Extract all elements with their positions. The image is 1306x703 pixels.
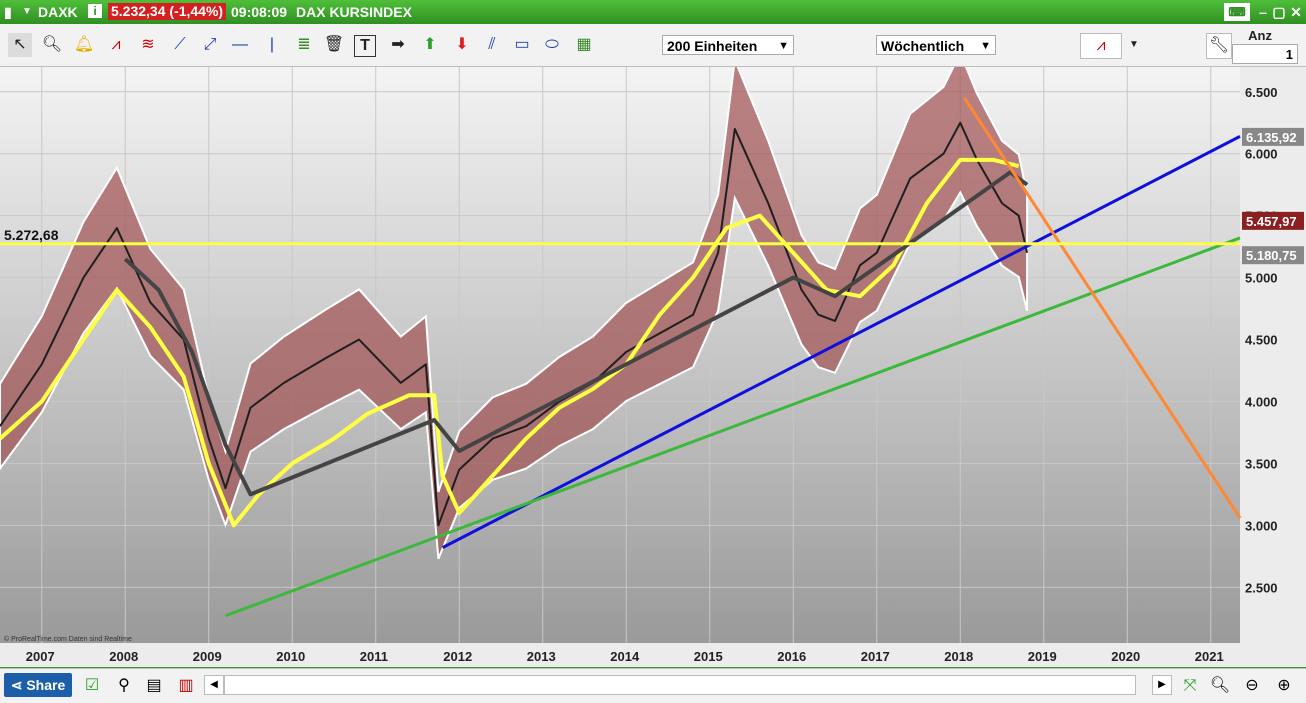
series-line-2: [123, 170, 1029, 497]
chevron-down-icon[interactable]: ▼: [1129, 39, 1139, 50]
y-tick-label: 6.500: [1245, 85, 1278, 100]
scroll-left-button[interactable]: ◀: [204, 675, 224, 695]
gann-icon[interactable]: ▦: [576, 36, 592, 53]
channel-icon[interactable]: ≋: [141, 36, 155, 53]
chevron-down-icon[interactable]: ▼: [22, 6, 32, 17]
autoscale-icon[interactable]: ⤧: [1183, 677, 1197, 694]
trendline-1: [224, 236, 1241, 618]
x-tick-label: 2015: [694, 649, 723, 664]
restore-icon[interactable]: ▢: [1272, 4, 1286, 20]
keyboard-icon[interactable]: ⌨: [1224, 3, 1250, 21]
anz-input[interactable]: 1: [1232, 44, 1298, 64]
price-change-badge: 5.232,34 (-1,44%): [108, 3, 227, 20]
x-tick-label: 2021: [1195, 649, 1224, 664]
chevron-down-icon: ▼: [778, 40, 789, 52]
symbol-label[interactable]: DAXK: [38, 4, 78, 20]
x-tick-label: 2012: [443, 649, 472, 664]
price-label: 6.135,92: [1246, 130, 1297, 145]
chevron-down-icon: ▼: [980, 40, 991, 52]
instrument-name: DAX KURSINDEX: [296, 4, 412, 20]
scroll-right-button[interactable]: ▶: [1152, 675, 1172, 695]
x-tick-label: 2019: [1028, 649, 1057, 664]
units-select[interactable]: 200 Einheiten ▼: [662, 35, 794, 55]
pitchfork-icon[interactable]: ⫽: [488, 36, 496, 53]
zoom-in-icon[interactable]: ⊕: [1277, 677, 1291, 694]
zoom-out-icon[interactable]: ⊖: [1245, 677, 1259, 694]
vertical-line-icon[interactable]: |: [269, 36, 275, 53]
y-tick-label: 2.500: [1245, 580, 1278, 595]
price-label-bg: [1242, 211, 1304, 230]
y-tick-label: 3.500: [1245, 456, 1278, 471]
share-button[interactable]: ⋖ Share: [4, 673, 72, 697]
rectangle-icon[interactable]: ▭: [514, 36, 530, 53]
trendline-0: [441, 135, 1241, 549]
x-axis-area: [0, 643, 1306, 667]
trash-icon[interactable]: 🗑︎: [323, 36, 345, 53]
title-bar: ▮ ▼ DAXK i 5.232,34 (-1,44%) 09:08:09 DA…: [0, 0, 1306, 24]
arrow-right-icon[interactable]: ➡: [391, 36, 405, 53]
anz-label: Anz: [1248, 28, 1272, 43]
trend-draw-icon[interactable]: ⩘: [111, 36, 121, 53]
x-tick-label: 2020: [1111, 649, 1140, 664]
level-label: 5.272,68: [4, 227, 59, 243]
series-line-1: [0, 157, 1020, 528]
bottom-bar: ⋖ Share ☑ ⚲ ▤ ▥ ◀ ▶ ⤧ 🔍︎ ⊖ ⊕: [0, 668, 1306, 703]
x-tick-label: 2013: [527, 649, 556, 664]
x-tick-label: 2014: [610, 649, 640, 664]
ellipse-icon[interactable]: ⬭: [545, 36, 559, 53]
order-icon[interactable]: ⚲: [118, 677, 130, 694]
zoom-icon[interactable]: 🔍︎: [41, 36, 63, 53]
trendline-2: [963, 97, 1242, 519]
info-icon[interactable]: i: [88, 4, 102, 18]
x-tick-label: 2009: [193, 649, 222, 664]
share-icon: ⋖: [10, 677, 23, 693]
alert-bell-icon[interactable]: 🔔︎: [73, 36, 95, 53]
price-label: 5.457,97: [1246, 214, 1297, 229]
indicator-icon[interactable]: ⩘: [1080, 33, 1122, 59]
x-tick-label: 2010: [276, 649, 305, 664]
horizontal-line-icon[interactable]: —: [232, 36, 248, 53]
price-chart[interactable]: 6.5006.0005.5005.0004.5004.0003.5003.000…: [0, 67, 1306, 667]
line-tool-icon[interactable]: ⟋: [174, 36, 186, 53]
zoom-fit-icon[interactable]: 🔍︎: [1209, 677, 1231, 694]
bollinger-band: [0, 67, 1029, 560]
units-select-value: 200 Einheiten: [667, 38, 758, 54]
period-select-value: Wöchentlich: [881, 38, 965, 54]
y-tick-label: 6.000: [1245, 147, 1278, 162]
price-label: 5.180,75: [1246, 248, 1297, 263]
minimize-icon[interactable]: –: [1259, 4, 1267, 20]
checklist-icon[interactable]: ☑: [84, 677, 100, 694]
arrow-down-icon[interactable]: ⬇: [455, 36, 469, 53]
time-label: 09:08:09: [231, 4, 288, 20]
period-select[interactable]: Wöchentlich ▼: [876, 35, 996, 55]
y-tick-label: 4.500: [1245, 333, 1278, 348]
bars-icon[interactable]: ▥: [178, 677, 194, 694]
x-tick-label: 2018: [944, 649, 973, 664]
arrow-up-icon[interactable]: ⬆: [423, 36, 437, 53]
y-tick-label: 5.000: [1245, 271, 1278, 286]
x-tick-label: 2008: [109, 649, 138, 664]
horizontal-scrollbar[interactable]: [224, 675, 1136, 695]
y-tick-label: 4.000: [1245, 394, 1278, 409]
x-tick-label: 2011: [360, 649, 388, 664]
share-label: Share: [26, 677, 66, 693]
list-icon[interactable]: ▤: [146, 677, 162, 694]
wrench-icon[interactable]: 🔧︎: [1206, 33, 1232, 59]
y-axis-area: [1240, 67, 1306, 643]
drawing-toolbar: ↖ 🔍︎ 🔔︎ ⩘ ≋ ⟋ ⤢ — | ≣ 🗑︎ T ➡ ⬆ ⬇ ⫽ ▭ ⬭ ▦…: [0, 24, 1306, 67]
x-tick-label: 2007: [26, 649, 55, 664]
price-label-bg: [1242, 246, 1304, 265]
pointer-icon[interactable]: ↖: [8, 33, 32, 57]
x-tick-label: 2017: [861, 649, 890, 664]
y-tick-label: 3.000: [1245, 518, 1278, 533]
fibonacci-icon[interactable]: ≣: [297, 36, 311, 53]
text-tool-icon[interactable]: T: [354, 35, 376, 57]
ray-tool-icon[interactable]: ⤢: [203, 36, 217, 53]
price-label-bg: [1242, 127, 1304, 146]
watermark: © ProRealTime.com Daten sind Realtime: [4, 635, 132, 643]
close-icon[interactable]: ✕: [1290, 4, 1302, 20]
x-tick-label: 2016: [777, 649, 806, 664]
candlestick-icon: ▮: [4, 4, 12, 20]
